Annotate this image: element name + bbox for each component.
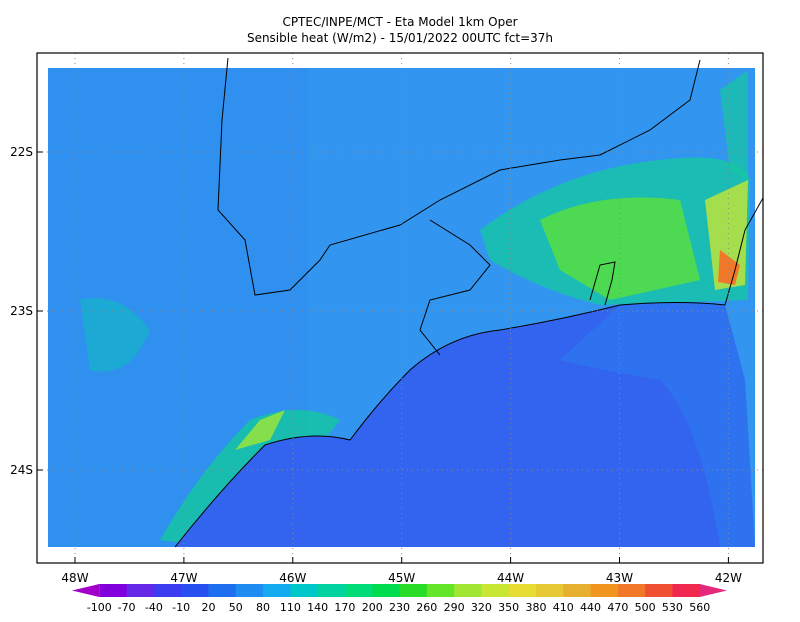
colorbar-box [645, 584, 673, 597]
field-patch [80, 298, 150, 372]
colorbar-label: -40 [145, 601, 163, 614]
title-line: Sensible heat (W/m2) - 15/01/2022 00UTC … [247, 31, 553, 45]
colorbar-label: 320 [471, 601, 492, 614]
colorbar-label: 110 [280, 601, 301, 614]
field [48, 57, 764, 548]
colorbar-box [153, 584, 182, 597]
colorbar-box [399, 584, 428, 597]
colorbar-label: 440 [580, 601, 601, 614]
colorbar-label: 410 [553, 601, 574, 614]
lat-label: 23S [10, 304, 33, 318]
coastline [724, 197, 764, 306]
field-patch [718, 250, 740, 285]
colorbar-box [263, 584, 291, 597]
lat-label: 22S [10, 145, 33, 159]
colorbar-label: 260 [416, 601, 437, 614]
colorbar-box [181, 584, 209, 597]
colorbar-box [290, 584, 319, 597]
colorbar-label: 230 [389, 601, 410, 614]
field-patch [235, 410, 285, 450]
colorbar-box [481, 584, 510, 597]
colorbar-box [563, 584, 592, 597]
state-border [419, 219, 491, 356]
colorbar-label: 500 [635, 601, 656, 614]
lon-label: 44W [497, 571, 524, 585]
state-border [217, 57, 701, 296]
lon-label: 42W [715, 571, 742, 585]
colorbar-label: 80 [256, 601, 270, 614]
lat-label: 24S [10, 463, 33, 477]
ocean-shade [560, 302, 755, 547]
colorbar-arrow [699, 584, 727, 597]
lon-label: 43W [606, 571, 633, 585]
colorbar-label: 170 [334, 601, 355, 614]
colorbar-label: -70 [118, 601, 136, 614]
colorbar-label: 140 [307, 601, 328, 614]
colorbar-label: 350 [498, 601, 519, 614]
colorbar-label: 50 [229, 601, 243, 614]
colorbar-box [208, 584, 237, 597]
colorbar-label: 200 [362, 601, 383, 614]
colorbar-label: 530 [662, 601, 683, 614]
colorbar-box [508, 584, 537, 597]
map-frame [36, 52, 764, 564]
lon-label: 47W [170, 571, 197, 585]
colorbar-box [535, 584, 564, 597]
field-patch [720, 70, 748, 180]
colorbar-label: 290 [444, 601, 465, 614]
colorbar-arrow [72, 584, 100, 597]
colorbar-label: 470 [607, 601, 628, 614]
colorbar-box [590, 584, 619, 597]
colorbar: -100 -70 -40 -10 20 50 80 110 140 170 200 230 260 290… [72, 584, 727, 614]
lon-label: 45W [388, 571, 415, 585]
lon-label: 48W [61, 571, 88, 585]
coastline [174, 302, 726, 548]
colorbar-box [617, 584, 646, 597]
colorbar-box [317, 584, 346, 597]
graticule: 48W 47W 46W 45W 44W 43W 42W 22S 23S 24S [10, 53, 763, 585]
colorbar-box [126, 584, 155, 597]
lon-label: 46W [279, 571, 306, 585]
colorbar-box [372, 584, 400, 597]
colorbar-label: 380 [525, 601, 546, 614]
colorbar-box [235, 584, 264, 597]
colorbar-label: 20 [201, 601, 215, 614]
colorbar-label: -100 [87, 601, 112, 614]
colorbar-box [344, 584, 373, 597]
colorbar-box [426, 584, 455, 597]
colorbar-box [672, 584, 701, 597]
colorbar-box [454, 584, 482, 597]
colorbar-box [99, 584, 128, 597]
colorbar-label: -10 [172, 601, 190, 614]
title-line: CPTEC/INPE/MCT - Eta Model 1km Oper [282, 15, 517, 29]
colorbar-label: 560 [689, 601, 710, 614]
bay [589, 261, 616, 306]
